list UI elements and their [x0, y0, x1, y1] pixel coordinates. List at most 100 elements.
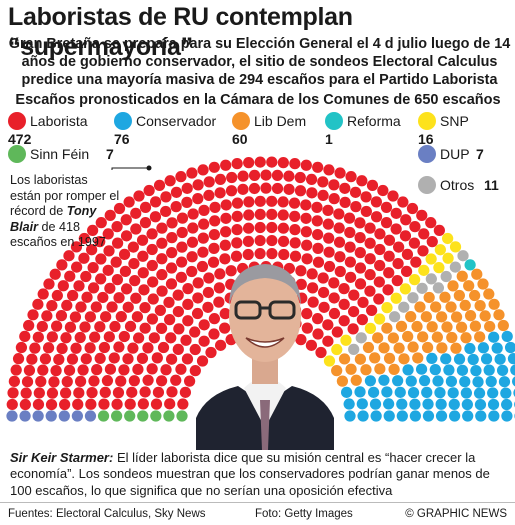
- legend-label-snp: SNP: [440, 113, 469, 129]
- seat-laborista: [305, 173, 318, 186]
- seat-laborista: [277, 222, 290, 234]
- seat-laborista: [176, 256, 188, 268]
- seat-laborista: [383, 267, 395, 279]
- seat-laborista: [328, 307, 341, 320]
- seat-laborista: [266, 234, 278, 247]
- seat-laborista: [208, 228, 221, 241]
- seat-laborista: [312, 161, 324, 173]
- legend-swatch-dup: [418, 145, 436, 163]
- seat-laborista: [155, 322, 168, 334]
- seat-laborista: [312, 242, 324, 254]
- seat-laborista: [75, 301, 87, 313]
- seat-sinn-f-in: [111, 410, 123, 422]
- seat-laborista: [418, 228, 430, 240]
- seat-laborista: [209, 215, 221, 227]
- seat-conservador: [462, 410, 474, 422]
- seat-laborista: [366, 179, 379, 192]
- seat-laborista: [57, 280, 69, 292]
- legend-swatch-sinnfein: [8, 145, 26, 163]
- seat-laborista: [46, 299, 58, 312]
- seat-laborista: [151, 352, 163, 364]
- seat-otros: [425, 273, 437, 285]
- seat-conservador: [494, 353, 506, 365]
- seat-laborista: [416, 209, 428, 221]
- seat-laborista: [132, 363, 144, 375]
- seat-lib-dem: [345, 363, 357, 375]
- seat-lib-dem: [474, 299, 486, 312]
- seat-snp: [340, 334, 352, 346]
- seat-laborista: [254, 195, 266, 207]
- seat-laborista: [153, 179, 166, 192]
- seat-sinn-f-in: [150, 410, 162, 422]
- seat-laborista: [300, 199, 312, 211]
- seat-laborista: [175, 363, 187, 375]
- seat-lib-dem: [350, 374, 362, 386]
- seat-lib-dem: [484, 320, 496, 333]
- seat-laborista: [208, 328, 220, 340]
- seat-conservador: [383, 410, 395, 422]
- seat-snp: [425, 253, 437, 265]
- seat-laborista: [130, 207, 142, 219]
- seat-laborista: [306, 268, 318, 280]
- seat-laborista: [399, 230, 412, 242]
- seat-laborista: [254, 221, 266, 234]
- seat-laborista: [164, 314, 176, 326]
- legend-count-otros: 11: [484, 177, 499, 193]
- seat-conservador: [435, 410, 448, 422]
- seat-lib-dem: [455, 321, 468, 333]
- seat-laborista: [237, 183, 249, 195]
- seat-laborista: [331, 326, 343, 338]
- seat-laborista: [60, 387, 72, 399]
- seat-laborista: [391, 274, 403, 287]
- seat-laborista: [219, 253, 231, 265]
- legend-label-sinnfein: Sinn Féin: [30, 146, 90, 162]
- seat-conservador: [491, 342, 503, 354]
- seat-sinn-f-in: [97, 410, 110, 422]
- seat-laborista: [248, 169, 261, 181]
- seat-laborista: [61, 299, 73, 312]
- seat-laborista: [348, 289, 360, 301]
- seat-laborista: [176, 241, 188, 253]
- seat-conservador: [445, 375, 458, 387]
- seat-laborista: [277, 196, 289, 208]
- seat-dup: [45, 410, 57, 422]
- seat-laborista: [300, 226, 312, 238]
- seat-laborista: [111, 237, 124, 249]
- seat-laborista: [323, 246, 335, 258]
- seat-laborista: [288, 197, 301, 209]
- seat-laborista: [289, 210, 301, 222]
- seat-laborista: [156, 269, 168, 281]
- seat-laborista: [176, 226, 188, 239]
- seat-laborista: [344, 226, 356, 239]
- seat-conservador: [422, 410, 435, 422]
- seat-laborista: [317, 286, 330, 299]
- seat-laborista: [354, 232, 366, 244]
- seat-laborista: [26, 353, 38, 365]
- seat-laborista: [32, 298, 44, 310]
- seat-laborista: [186, 236, 199, 248]
- seat-laborista: [53, 353, 65, 366]
- seat-laborista: [294, 185, 307, 197]
- seat-conservador: [357, 410, 369, 422]
- seat-conservador: [488, 410, 500, 422]
- seat-laborista: [136, 234, 149, 246]
- seat-laborista: [231, 237, 243, 249]
- seat-conservador: [381, 386, 393, 398]
- seat-lib-dem: [459, 299, 471, 312]
- seat-conservador: [473, 387, 486, 399]
- seat-laborista: [35, 375, 47, 388]
- seat-laborista: [300, 212, 312, 224]
- seat-lib-dem: [477, 278, 489, 290]
- seat-laborista: [102, 264, 114, 276]
- footer-photo-credit: Foto: Getty Images: [255, 508, 353, 520]
- seat-laborista: [130, 292, 142, 304]
- seat-laborista: [196, 355, 209, 367]
- legend-swatch-otros: [418, 176, 436, 194]
- seat-lib-dem: [469, 320, 481, 332]
- seat-laborista: [214, 187, 226, 199]
- seat-laborista: [104, 209, 116, 221]
- seat-laborista: [387, 190, 399, 202]
- seat-snp: [433, 261, 445, 274]
- page-subtitle: Gran Bretaña se prepara para su Elección…: [8, 36, 511, 88]
- seat-laborista: [295, 333, 307, 346]
